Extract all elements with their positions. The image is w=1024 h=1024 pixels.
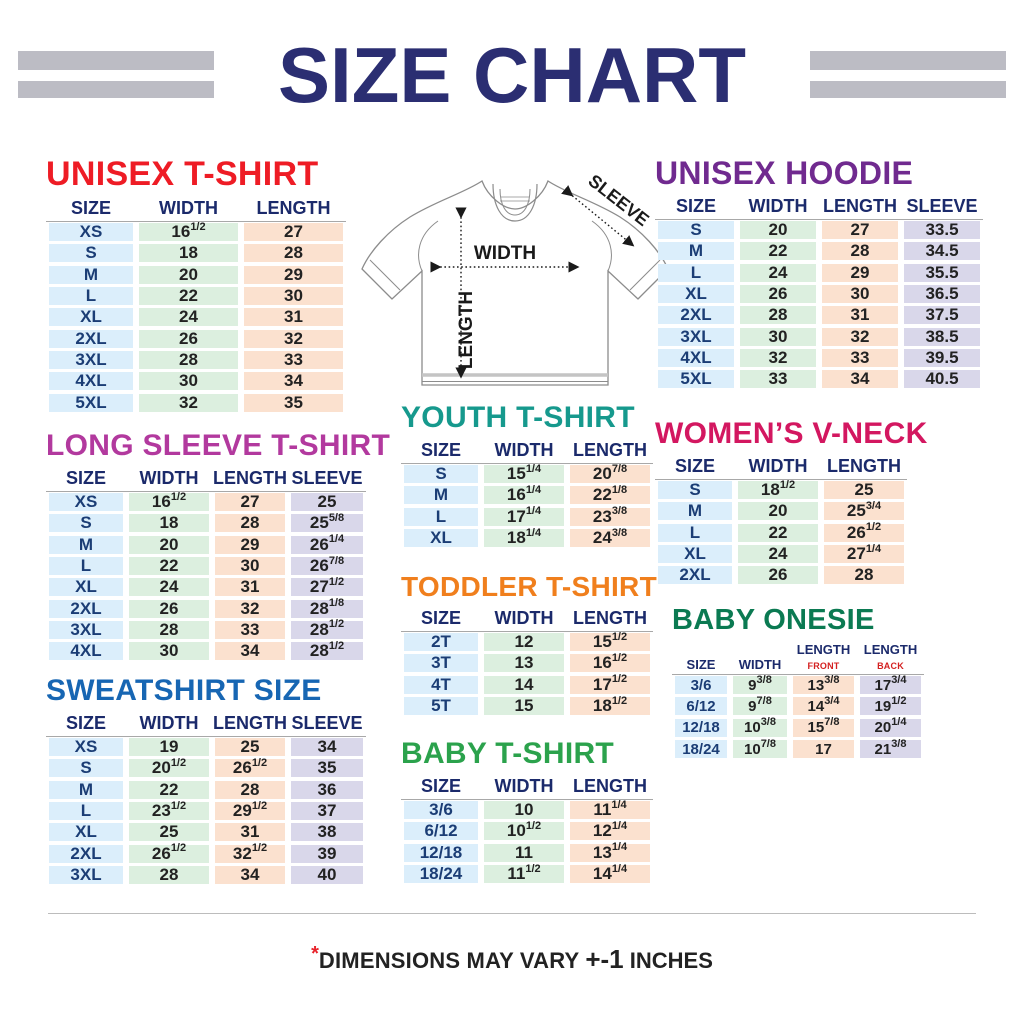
svg-text:WIDTH: WIDTH: [474, 243, 536, 264]
svg-text:LENGTH: LENGTH: [456, 291, 477, 369]
